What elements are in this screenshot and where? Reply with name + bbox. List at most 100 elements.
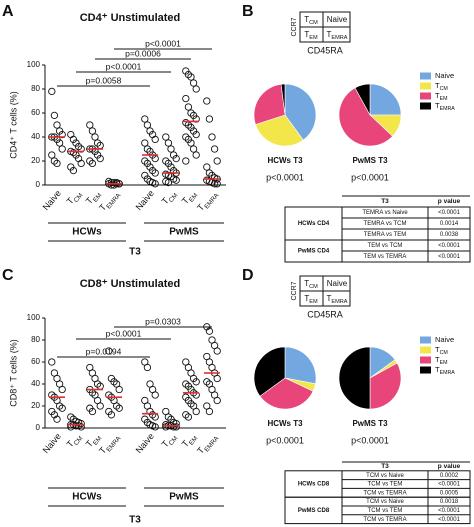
group-label: PwMS	[169, 492, 199, 503]
quadrant-cell: TEMRA	[326, 294, 347, 305]
table-cell: TEMRA vs TEM	[364, 232, 407, 238]
legend-swatch	[420, 366, 431, 374]
data-point	[107, 411, 116, 419]
data-point	[143, 363, 152, 372]
y-tick-label: 100	[27, 313, 41, 322]
data-point	[210, 180, 219, 188]
table-header: p value	[438, 463, 461, 470]
x-tick-label-part: T	[195, 202, 207, 213]
data-point	[141, 139, 149, 147]
x-tick-label-part: T	[84, 438, 96, 449]
data-point	[172, 423, 180, 431]
p-value-annotation: p=0.0194	[86, 346, 122, 356]
data-point	[151, 135, 159, 144]
data-point	[74, 142, 83, 151]
pie-title: PwMS T3	[352, 156, 388, 165]
data-point	[192, 407, 200, 416]
quadrant-cell: Naive	[327, 15, 348, 24]
table-cell: 0.0014	[440, 221, 459, 227]
data-point	[192, 151, 200, 159]
data-point	[77, 159, 85, 168]
x-tick-label-part: T	[97, 202, 109, 213]
data-point	[67, 423, 75, 431]
quadrant-cell-part: T	[304, 15, 309, 24]
data-point	[53, 415, 61, 423]
data-point	[187, 73, 195, 81]
data-point	[48, 87, 56, 96]
data-point	[86, 157, 94, 165]
x-tick-label-part: EMRA	[105, 435, 123, 454]
legend-label-part: EM	[440, 96, 448, 102]
legend-swatch	[420, 346, 431, 354]
data-point	[93, 139, 102, 147]
data-point	[58, 404, 66, 412]
panel-letter: B	[242, 3, 254, 20]
x-tick-label-part: T	[160, 196, 172, 207]
panel-letter: D	[242, 267, 254, 284]
data-point	[48, 358, 56, 366]
quadrant-cell-part: T	[304, 294, 309, 303]
pie-slice	[284, 346, 317, 385]
table-cell: TCM vs TEM	[368, 482, 403, 488]
x-tick-label-part: T	[180, 195, 192, 206]
legend-label-part: T	[435, 101, 440, 110]
data-point	[187, 400, 195, 408]
data-point	[189, 145, 198, 153]
data-point	[192, 130, 200, 139]
data-point	[151, 391, 159, 399]
data-point	[192, 85, 200, 93]
x-tick-label-part: T	[97, 445, 109, 456]
data-point	[105, 347, 113, 355]
data-point	[88, 127, 97, 135]
table-cell: <0.0001	[438, 482, 461, 488]
data-point	[69, 148, 78, 157]
data-point	[88, 407, 97, 416]
p-value-annotation: p<0.0001	[106, 328, 142, 338]
data-point	[58, 145, 66, 153]
data-point	[50, 111, 59, 120]
x-axis-label: T3	[129, 515, 141, 526]
table-header: T3	[381, 463, 389, 470]
data-point	[93, 380, 102, 388]
data-point	[187, 139, 195, 147]
table-cell: 0.0038	[440, 232, 459, 238]
quadrant-cell-part: CM	[309, 284, 318, 290]
data-point	[187, 109, 195, 117]
x-tick-label-part: T	[195, 445, 207, 456]
data-point	[210, 145, 219, 153]
data-point	[182, 380, 190, 388]
y-tick-label: 20	[31, 401, 40, 410]
table-cell: TCM vs Naive	[366, 499, 404, 505]
legend-label-part: T	[435, 81, 440, 90]
table-cell: TCM vs TEM	[368, 508, 403, 514]
pie-slice	[354, 83, 371, 116]
data-point	[205, 115, 214, 123]
quadrant-cell: TEM	[304, 294, 318, 305]
data-point	[110, 378, 118, 386]
pie-slice	[255, 114, 304, 147]
legend-label-part: T	[435, 365, 440, 374]
legend-label: Naive	[435, 71, 454, 80]
data-point	[141, 157, 149, 165]
data-point	[213, 347, 221, 355]
pie-title: PwMS T3	[352, 419, 388, 428]
p-value-annotation: p=0.0303	[145, 316, 181, 326]
x-tick-label-part: CM	[168, 435, 180, 447]
group-label: HCWs	[72, 227, 102, 238]
table-cell: <0.0001	[438, 517, 461, 523]
p-value-annotation: p=0.0006	[125, 48, 161, 58]
table-cell: TEM vs TCM	[368, 243, 403, 249]
legend-label: TCM	[435, 345, 448, 356]
pie-p-value: p<0.0001	[351, 172, 389, 182]
x-tick-label-part: EMRA	[105, 192, 123, 211]
y-tick-label: 0	[36, 180, 41, 189]
table-cell: <0.0001	[438, 243, 461, 249]
quadrant-cell-part: EMRA	[331, 35, 347, 41]
x-tick-label: Naive	[41, 431, 63, 455]
data-point	[192, 378, 200, 386]
table-header: T3	[381, 198, 389, 205]
legend-swatch	[420, 336, 431, 344]
x-tick-label: TCM	[65, 188, 85, 208]
data-point	[184, 70, 193, 79]
data-point	[105, 391, 113, 399]
